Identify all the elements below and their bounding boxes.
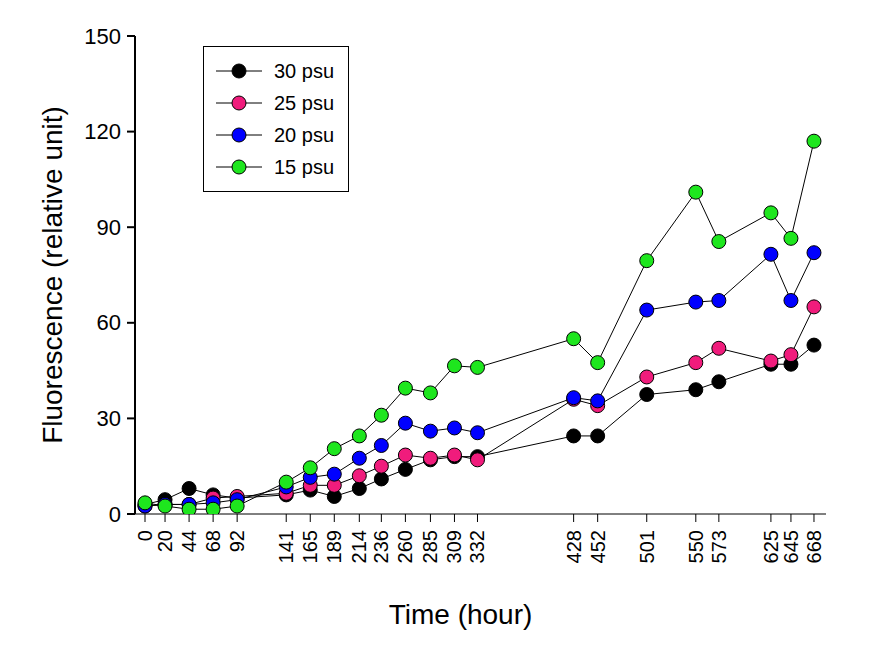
svg-text:20: 20 xyxy=(154,530,176,552)
svg-text:68: 68 xyxy=(202,530,224,552)
svg-text:645: 645 xyxy=(780,530,802,563)
svg-text:150: 150 xyxy=(84,24,121,49)
svg-text:60: 60 xyxy=(97,310,121,335)
svg-text:309: 309 xyxy=(443,530,465,563)
svg-text:214: 214 xyxy=(348,530,370,563)
svg-text:573: 573 xyxy=(708,530,730,563)
svg-text:260: 260 xyxy=(394,530,416,563)
svg-text:668: 668 xyxy=(803,530,825,563)
svg-text:332: 332 xyxy=(466,530,488,563)
svg-text:550: 550 xyxy=(685,530,707,563)
svg-text:0: 0 xyxy=(109,502,121,527)
svg-text:0: 0 xyxy=(134,530,156,541)
svg-text:90: 90 xyxy=(97,215,121,240)
svg-text:452: 452 xyxy=(587,530,609,563)
svg-text:165: 165 xyxy=(299,530,321,563)
svg-text:30: 30 xyxy=(97,406,121,431)
svg-text:285: 285 xyxy=(419,530,441,563)
svg-text:Time (hour): Time (hour) xyxy=(389,599,533,630)
svg-text:Fluorescence (relative unit): Fluorescence (relative unit) xyxy=(37,106,68,444)
svg-text:44: 44 xyxy=(178,530,200,552)
svg-text:120: 120 xyxy=(84,119,121,144)
svg-text:501: 501 xyxy=(636,530,658,563)
html-text:30 psu: 30 psu xyxy=(274,59,335,82)
svg-text:428: 428 xyxy=(563,530,585,563)
html-text:20 psu: 20 psu xyxy=(274,123,335,146)
svg-text:625: 625 xyxy=(760,530,782,563)
svg-text:141: 141 xyxy=(275,530,297,563)
html-text:15 psu: 15 psu xyxy=(274,155,335,178)
svg-text:189: 189 xyxy=(323,530,345,563)
html-text:25 psu: 25 psu xyxy=(274,91,335,114)
svg-text:92: 92 xyxy=(226,530,248,552)
svg-text:236: 236 xyxy=(370,530,392,563)
